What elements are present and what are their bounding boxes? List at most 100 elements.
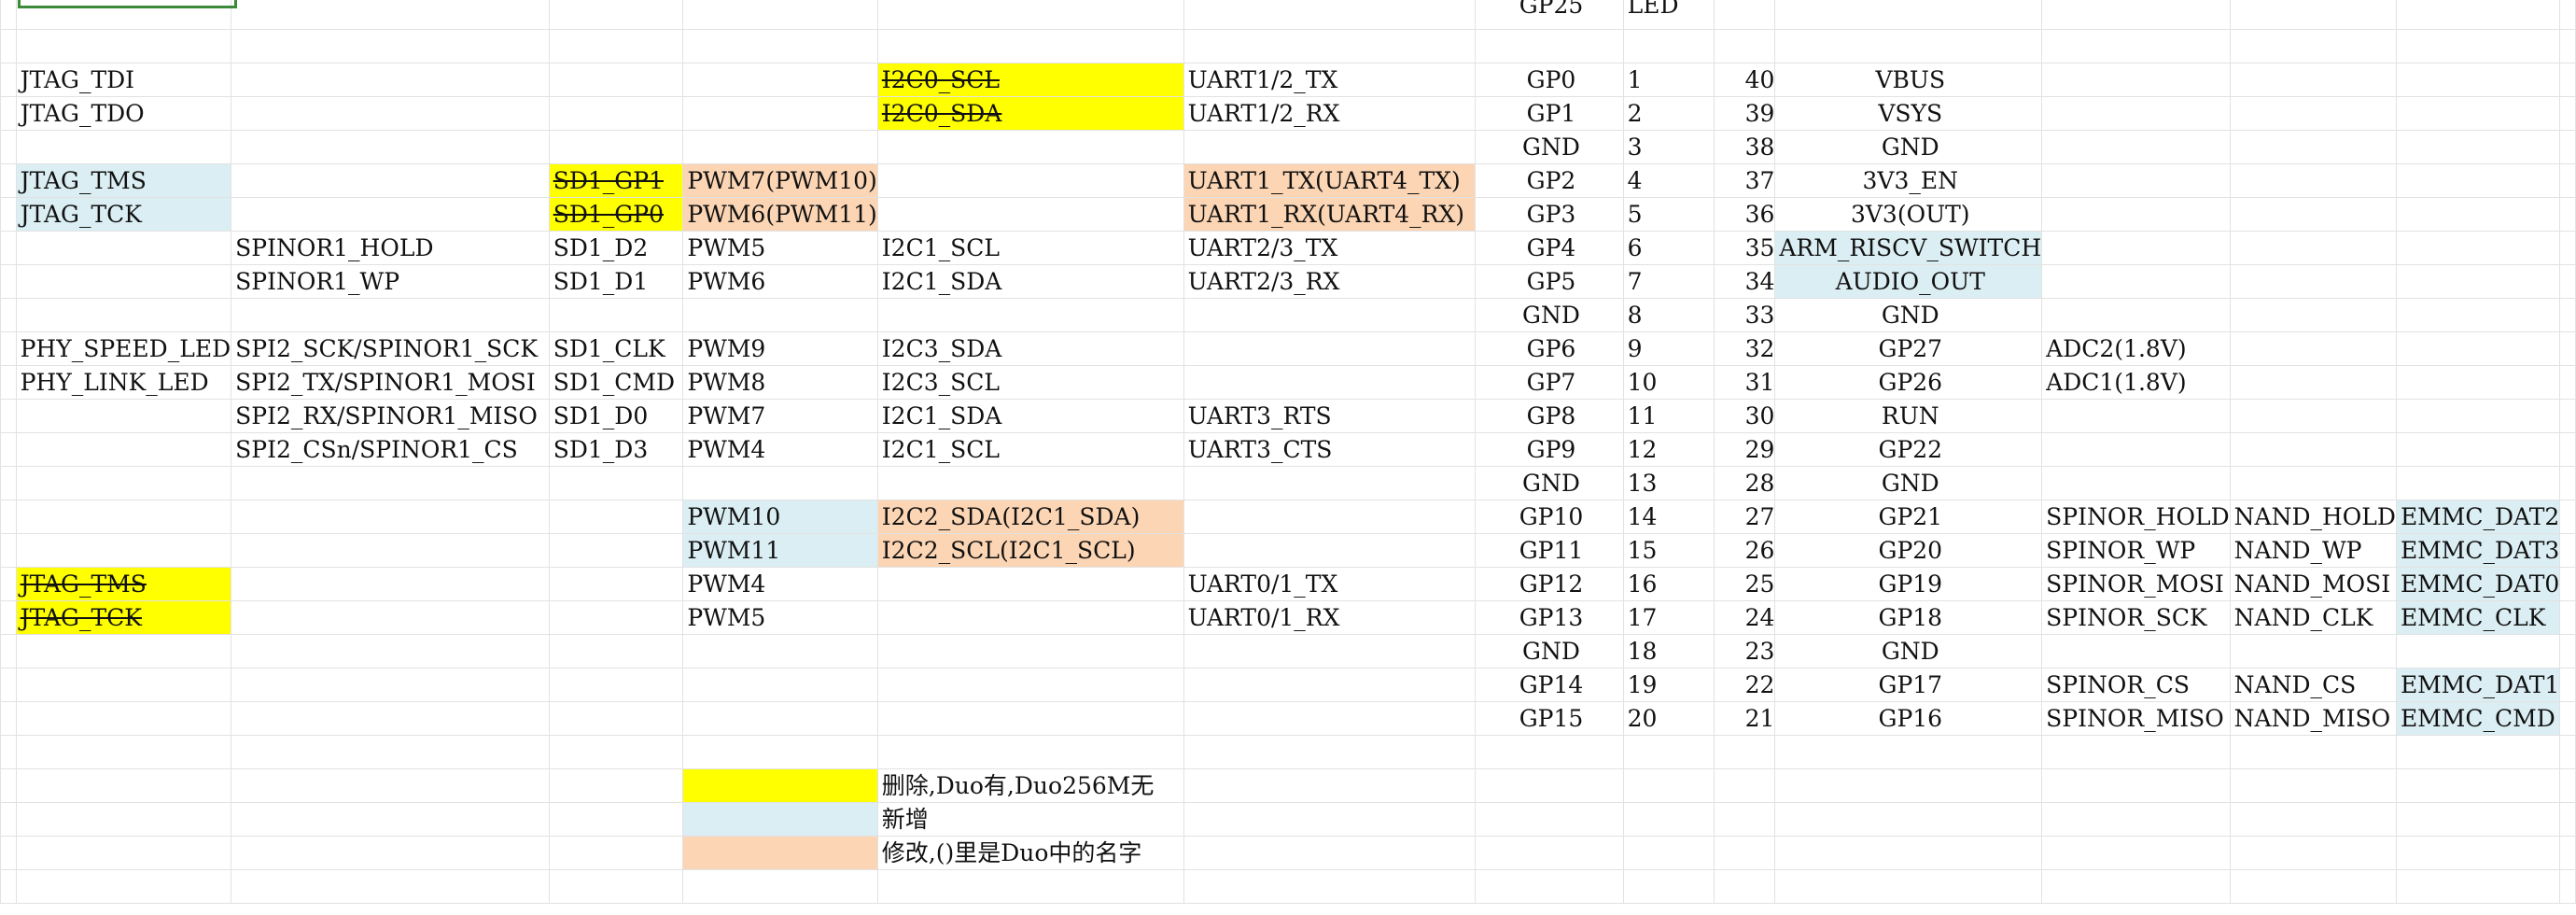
cell-pwm[interactable]: [682, 836, 878, 870]
cell-gpio-right[interactable]: GP26: [1774, 365, 2043, 400]
cell-pwm[interactable]: [682, 298, 878, 332]
cell-gpio-right[interactable]: AUDIO_OUT: [1774, 264, 2043, 299]
cell-pin-left[interactable]: [1622, 735, 1715, 769]
cell-pin-right[interactable]: [1713, 836, 1776, 870]
cell-uart[interactable]: [1183, 365, 1477, 400]
cell-func-b[interactable]: [231, 634, 550, 669]
cell-gpio-left[interactable]: GP5: [1475, 264, 1624, 299]
cell-i2c[interactable]: I2C1_SCL: [876, 432, 1184, 467]
cell-pwm[interactable]: PWM4: [682, 567, 878, 601]
cell-func-a[interactable]: [15, 533, 232, 568]
cell-func-r2[interactable]: [2229, 130, 2397, 164]
cell-func-r3[interactable]: [2395, 231, 2561, 265]
cell-i2c[interactable]: I2C1_SCL: [876, 231, 1184, 265]
cell-func-r1[interactable]: ADC1(1.8V): [2041, 365, 2231, 400]
cell-pin-right[interactable]: 24: [1713, 600, 1776, 635]
cell-func-a[interactable]: JTAG_TCK: [15, 600, 232, 635]
cell-func-r1[interactable]: [2041, 869, 2231, 904]
cell-gpio-right[interactable]: GP18: [1774, 600, 2043, 635]
cell-sd1[interactable]: [548, 768, 684, 803]
cell-gpio-right[interactable]: GP16: [1774, 701, 2043, 736]
cell-pin-right[interactable]: 38: [1713, 130, 1776, 164]
cell-func-b[interactable]: [231, 567, 550, 601]
cell-func-r3[interactable]: [2395, 836, 2561, 870]
cell-sd1[interactable]: [548, 298, 684, 332]
cell-func-r3[interactable]: [2395, 466, 2561, 500]
cell-pin-right[interactable]: 30: [1713, 399, 1776, 433]
cell-pin-left[interactable]: [1622, 768, 1715, 803]
cell-uart[interactable]: UART3_RTS: [1183, 399, 1477, 433]
cell-pwm[interactable]: PWM7: [682, 399, 878, 433]
cell-pin-right[interactable]: [1713, 802, 1776, 837]
cell-gpio-right[interactable]: VBUS: [1774, 63, 2043, 97]
cell-func-r3[interactable]: [2395, 869, 2561, 904]
cell-pin-right[interactable]: 27: [1713, 500, 1776, 534]
cell-func-a[interactable]: [15, 432, 232, 467]
cell-func-a[interactable]: JTAG_TMS: [15, 567, 232, 601]
cell-func-a[interactable]: [15, 768, 232, 803]
cell-func-b[interactable]: SPI2_TX/SPINOR1_MOSI: [231, 365, 550, 400]
cell-uart[interactable]: [1183, 768, 1477, 803]
cell-uart[interactable]: [1183, 331, 1477, 366]
cell-pin-left[interactable]: [1622, 802, 1715, 837]
cell-pwm[interactable]: [682, 869, 878, 904]
cell-gpio-left[interactable]: GP0: [1475, 63, 1624, 97]
cell-pin-left[interactable]: 2: [1622, 96, 1715, 131]
cell-sd1[interactable]: [548, 0, 684, 30]
cell-gpio-right[interactable]: 3V3_EN: [1774, 163, 2043, 198]
cell-sd1[interactable]: SD1_GP1: [548, 163, 684, 198]
cell-func-a[interactable]: [15, 264, 232, 299]
cell-pwm[interactable]: PWM10: [682, 500, 878, 534]
cell-func-a[interactable]: JTAG_TDO: [15, 96, 232, 131]
cell-i2c[interactable]: 修改,()里是Duo中的名字: [876, 836, 1184, 870]
cell-pin-left[interactable]: 1: [1622, 63, 1715, 97]
cell-gpio-left[interactable]: GP25: [1475, 0, 1624, 30]
cell-sd1[interactable]: SD1_D1: [548, 264, 684, 299]
cell-pwm[interactable]: [682, 802, 878, 837]
cell-func-r1[interactable]: [2041, 836, 2231, 870]
cell-pwm[interactable]: [682, 96, 878, 131]
cell-i2c[interactable]: [876, 298, 1184, 332]
cell-gpio-right[interactable]: [1774, 768, 2043, 803]
cell-func-r3[interactable]: EMMC_CMD: [2395, 701, 2561, 736]
cell-gpio-right[interactable]: GND: [1774, 298, 2043, 332]
cell-func-a[interactable]: [15, 735, 232, 769]
cell-uart[interactable]: UART2/3_TX: [1183, 231, 1477, 265]
cell-func-b[interactable]: [231, 836, 550, 870]
cell-gpio-left[interactable]: GP1: [1475, 96, 1624, 131]
cell-func-a[interactable]: [15, 802, 232, 837]
cell-func-b[interactable]: [231, 29, 550, 63]
cell-sd1[interactable]: [548, 63, 684, 97]
cell-gpio-left[interactable]: GP14: [1475, 668, 1624, 702]
cell-func-r2[interactable]: [2229, 231, 2397, 265]
cell-i2c[interactable]: 新增: [876, 802, 1184, 837]
cell-sd1[interactable]: [548, 802, 684, 837]
cell-pin-right[interactable]: 35: [1713, 231, 1776, 265]
cell-func-a[interactable]: [15, 298, 232, 332]
cell-i2c[interactable]: [876, 634, 1184, 669]
cell-pin-left[interactable]: 16: [1622, 567, 1715, 601]
cell-func-r1[interactable]: [2041, 163, 2231, 198]
cell-func-b[interactable]: [231, 668, 550, 702]
cell-gpio-left[interactable]: GP8: [1475, 399, 1624, 433]
cell-sd1[interactable]: [548, 96, 684, 131]
cell-pwm[interactable]: PWM9: [682, 331, 878, 366]
cell-gpio-left[interactable]: GND: [1475, 130, 1624, 164]
cell-func-r2[interactable]: [2229, 869, 2397, 904]
cell-gpio-right[interactable]: GP19: [1774, 567, 2043, 601]
cell-pin-right[interactable]: 28: [1713, 466, 1776, 500]
cell-func-r3[interactable]: EMMC_DAT2: [2395, 500, 2561, 534]
cell-func-b[interactable]: [231, 163, 550, 198]
cell-func-r1[interactable]: ADC2(1.8V): [2041, 331, 2231, 366]
cell-func-b[interactable]: [231, 96, 550, 131]
cell-func-r1[interactable]: [2041, 96, 2231, 131]
cell-func-r3[interactable]: [2395, 331, 2561, 366]
cell-func-a[interactable]: PHY_SPEED_LED: [15, 331, 232, 366]
cell-func-r2[interactable]: [2229, 466, 2397, 500]
cell-i2c[interactable]: I2C3_SCL: [876, 365, 1184, 400]
cell-uart[interactable]: [1183, 500, 1477, 534]
cell-pin-left[interactable]: 9: [1622, 331, 1715, 366]
cell-uart[interactable]: UART1/2_RX: [1183, 96, 1477, 131]
cell-pin-left[interactable]: [1622, 29, 1715, 63]
cell-i2c[interactable]: [876, 735, 1184, 769]
